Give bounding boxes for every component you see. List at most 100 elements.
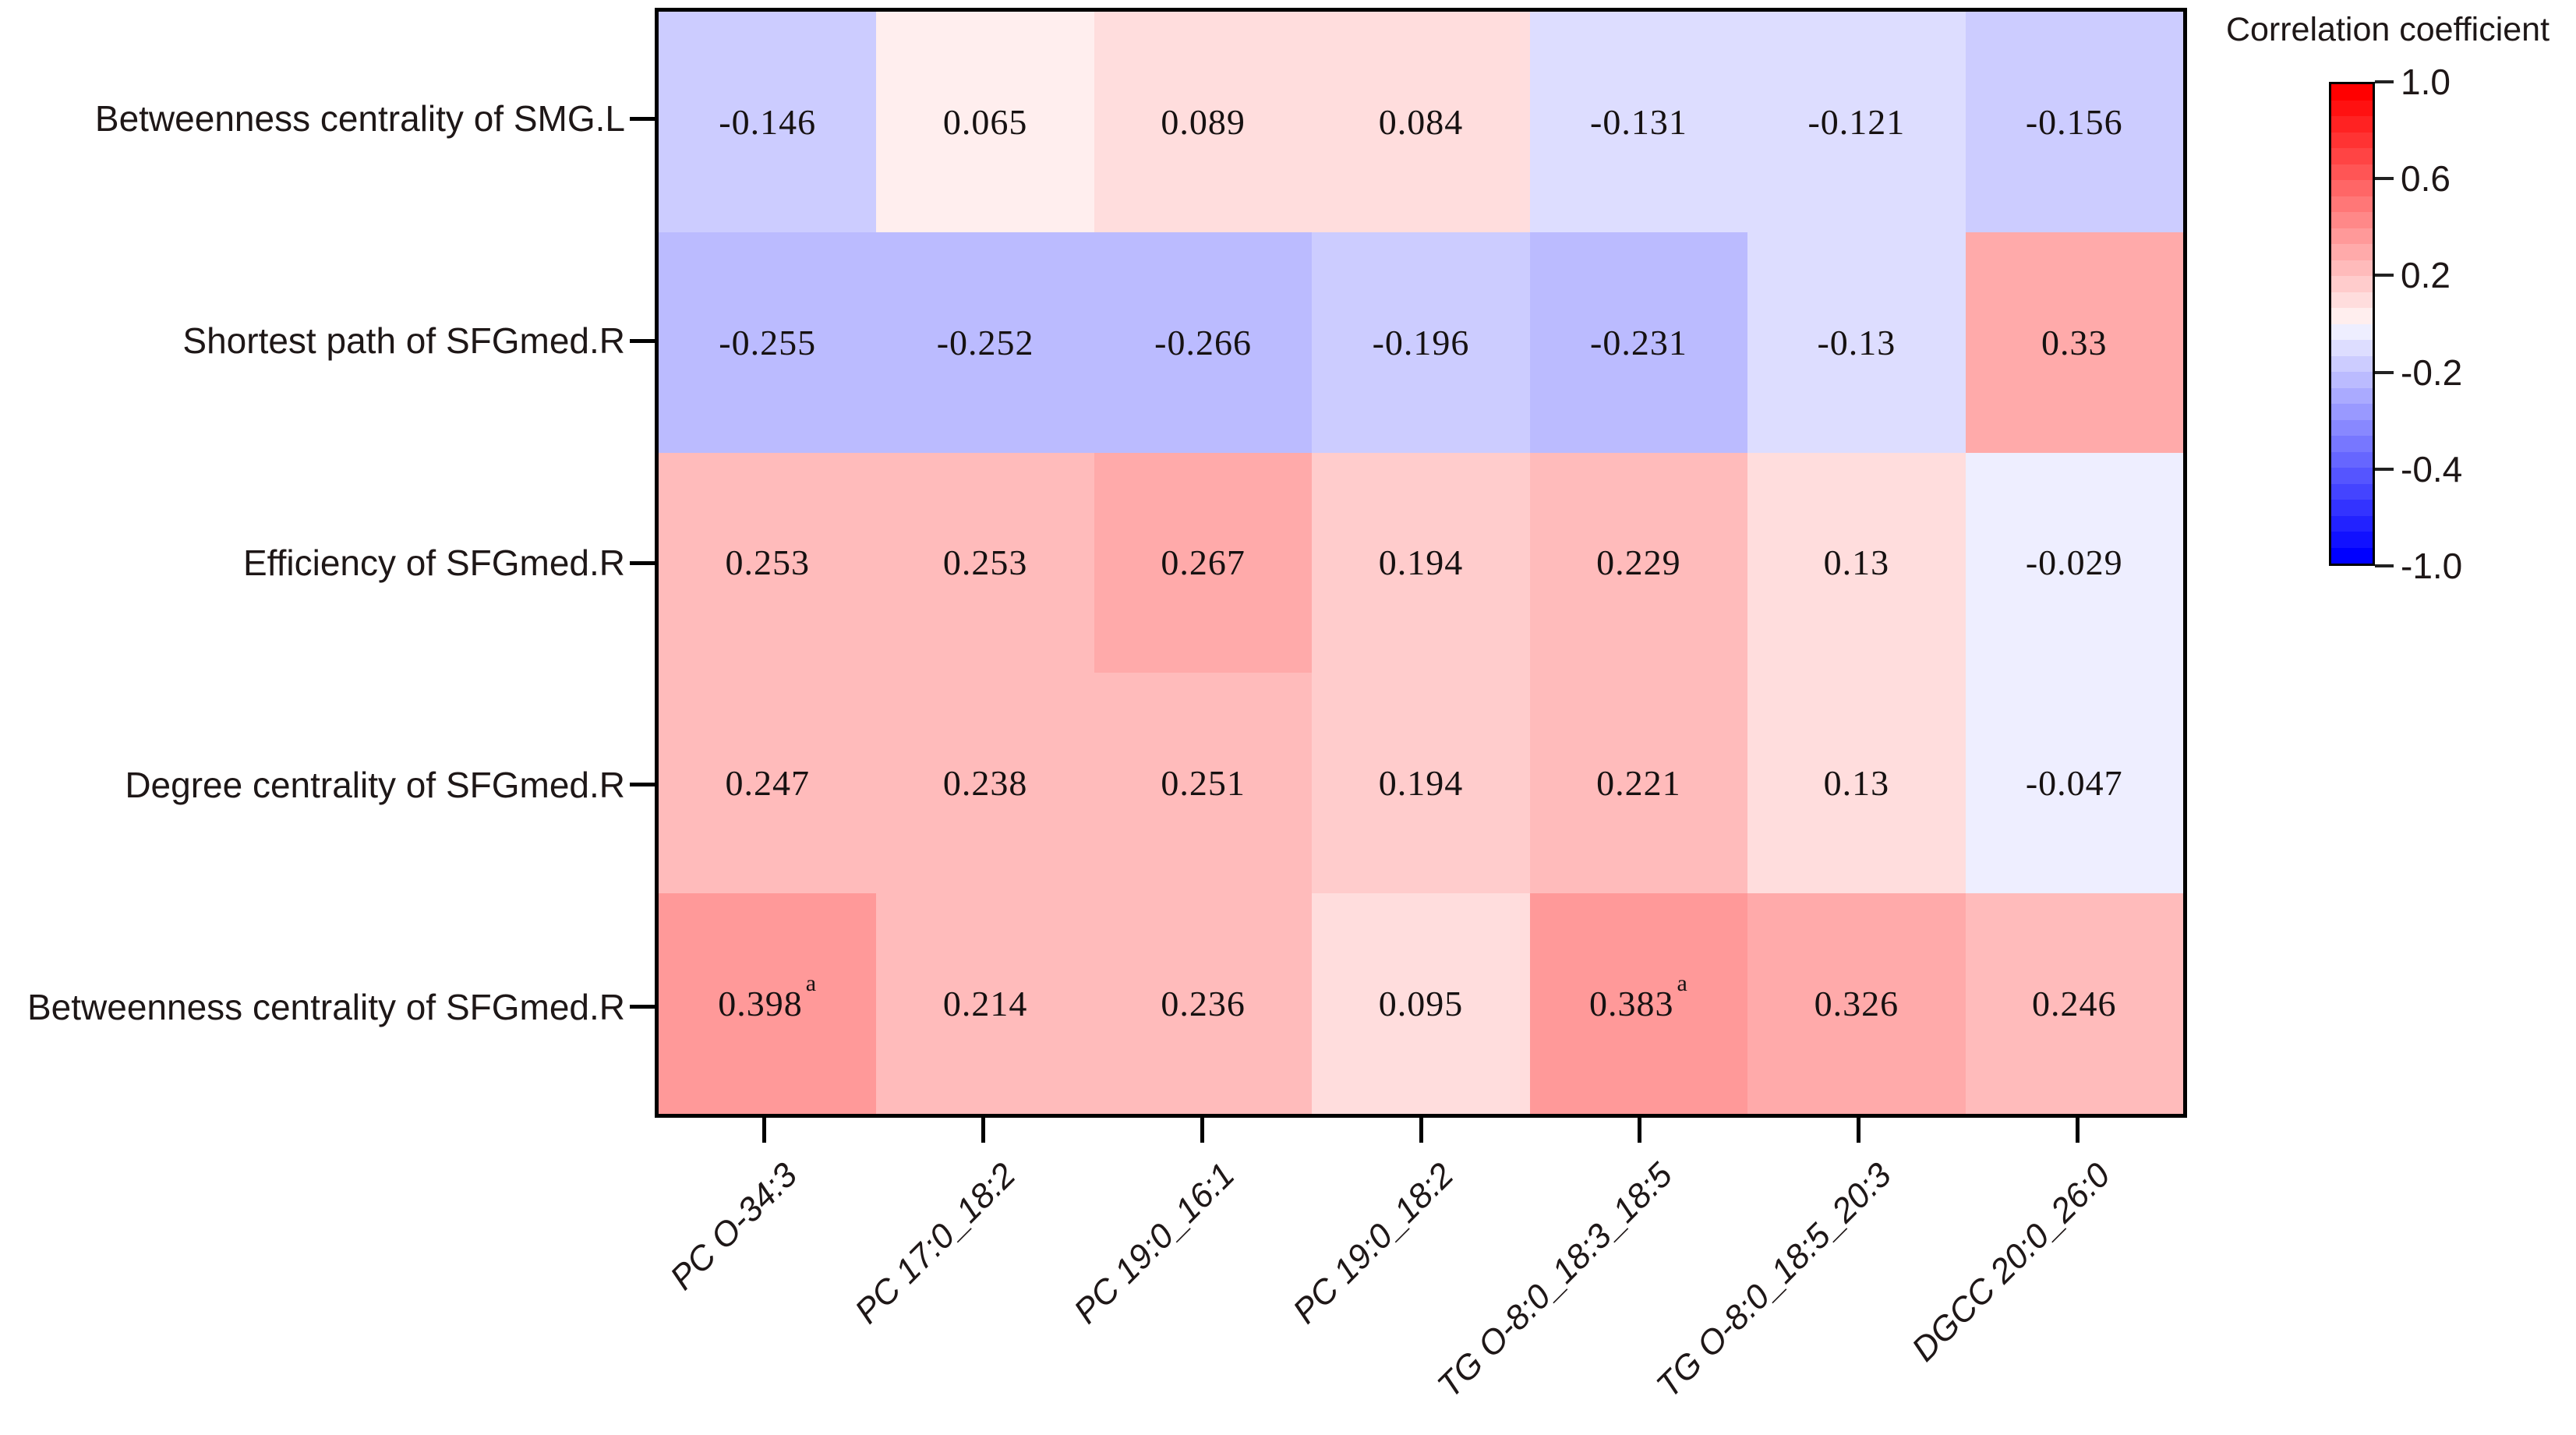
heatmap-cell: 0.246 (1965, 893, 2183, 1114)
colorbar-step (2331, 148, 2373, 164)
colorbar-tick-label: -1.0 (2401, 546, 2463, 586)
heatmap-cell: 0.253 (659, 452, 877, 673)
heatmap-cell: 0.33 (1965, 232, 2183, 453)
cell-value: 0.246 (2032, 984, 2117, 1024)
colorbar-tick (2375, 274, 2394, 277)
y-axis-tick (630, 1005, 655, 1009)
x-axis-label: TG O-8:0_18:5_20:3 (1649, 1155, 1899, 1405)
heatmap-cell: 0.383 a (1529, 893, 1748, 1114)
significance-marker: a (805, 970, 818, 996)
y-axis-tick (630, 116, 655, 121)
colorbar-tick-label: 1.0 (2401, 62, 2451, 102)
heatmap-cell: 0.214 (876, 893, 1094, 1114)
y-axis-tick (630, 560, 655, 565)
cell-value: 0.398 (718, 984, 803, 1024)
cell-value: 0.326 (1814, 984, 1899, 1024)
cell-value: 0.221 (1596, 763, 1681, 804)
heatmap-cell: 0.13 (1747, 673, 1966, 894)
heatmap-cell: 0.229 (1529, 452, 1748, 673)
colorbar-step (2331, 308, 2373, 324)
colorbar-step (2331, 500, 2373, 516)
colorbar-step (2331, 180, 2373, 196)
colorbar-tick (2375, 564, 2394, 567)
cell-value: 0.383 (1589, 984, 1674, 1024)
colorbar-step (2331, 451, 2373, 468)
colorbar-step (2331, 132, 2373, 148)
heatmap-cell: -0.121 (1747, 12, 1966, 232)
cell-value: 0.194 (1378, 763, 1464, 804)
colorbar-tick-label: -0.2 (2401, 352, 2463, 393)
heatmap-cell: 0.236 (1094, 893, 1313, 1114)
colorbar-step (2331, 355, 2373, 372)
heatmap-cell: -0.146 (659, 12, 877, 232)
x-axis-label: DGCC 20:0_26:0 (1904, 1155, 2118, 1370)
colorbar-step (2331, 483, 2373, 500)
cell-value: -0.121 (1807, 101, 1906, 142)
heatmap-cell: 0.095 (1312, 893, 1530, 1114)
colorbar-step (2331, 515, 2373, 532)
colorbar-step (2331, 340, 2373, 356)
y-axis-label: Betweenness centrality of SMG.L (94, 98, 625, 140)
heatmap-cell: -0.231 (1529, 232, 1748, 453)
colorbar-step (2331, 436, 2373, 452)
colorbar-step (2331, 116, 2373, 133)
cell-value: -0.156 (2025, 101, 2123, 142)
cell-value: -0.252 (936, 322, 1034, 362)
heatmap-cell: 0.065 (876, 12, 1094, 232)
x-axis-tick (1419, 1118, 1423, 1143)
heatmap-cell: 0.247 (659, 673, 877, 894)
x-axis-label: PC 19:0_18:2 (1285, 1155, 1461, 1331)
heatmap-cell: 0.221 (1529, 673, 1748, 894)
cell-value: 0.251 (1161, 763, 1246, 804)
colorbar-step (2331, 372, 2373, 388)
colorbar-step (2331, 100, 2373, 116)
y-axis-label: Shortest path of SFGmed.R (182, 320, 625, 362)
colorbar-step (2331, 323, 2373, 340)
colorbar-tick (2375, 467, 2394, 471)
y-axis-label: Efficiency of SFGmed.R (243, 543, 625, 583)
colorbar-step (2331, 387, 2373, 404)
cell-value: -0.029 (2025, 543, 2123, 583)
colorbar-step (2331, 164, 2373, 180)
cell-value: -0.266 (1154, 322, 1252, 362)
colorbar-step (2331, 468, 2373, 484)
heatmap-cell: 0.267 (1094, 452, 1313, 673)
colorbar-step (2331, 532, 2373, 548)
heatmap-cell: 0.398 a (659, 893, 877, 1114)
colorbar-tick (2375, 80, 2394, 83)
cell-value: 0.084 (1378, 101, 1464, 142)
cell-value: -0.231 (1590, 322, 1687, 362)
cell-value: 0.33 (2041, 322, 2108, 362)
cell-value: -0.131 (1590, 101, 1687, 142)
cell-value: 0.236 (1161, 984, 1246, 1024)
heatmap-cell: -0.266 (1094, 232, 1313, 453)
cell-value: 0.267 (1161, 543, 1246, 583)
x-axis-label: PC O-34:3 (663, 1155, 804, 1298)
cell-value: 0.253 (725, 543, 810, 583)
heatmap-cell: -0.13 (1747, 232, 1966, 453)
colorbar-tick (2375, 370, 2394, 374)
x-axis-tick (1857, 1118, 1861, 1143)
cell-value: 0.089 (1161, 101, 1246, 142)
colorbar-step (2331, 404, 2373, 420)
cell-value: 0.065 (942, 101, 1028, 142)
colorbar-step (2331, 260, 2373, 276)
heatmap-cell: -0.131 (1529, 12, 1748, 232)
cell-value: -0.255 (719, 322, 817, 362)
heatmap-cell: 0.326 (1747, 893, 1966, 1114)
x-axis-tick (761, 1118, 766, 1143)
cell-value: -0.146 (719, 101, 817, 142)
cell-value: 0.247 (725, 763, 810, 804)
heatmap-cell: -0.156 (1965, 12, 2183, 232)
colorbar-tick-label: 0.6 (2401, 158, 2451, 200)
colorbar-step (2331, 212, 2373, 228)
colorbar-tick (2375, 177, 2394, 181)
colorbar-step (2331, 244, 2373, 260)
colorbar-step (2331, 196, 2373, 212)
cell-value: 0.13 (1823, 543, 1890, 583)
colorbar-gradient (2329, 82, 2375, 566)
cell-value: -0.196 (1372, 322, 1470, 362)
colorbar-step (2331, 84, 2373, 101)
significance-marker: a (1677, 970, 1688, 996)
